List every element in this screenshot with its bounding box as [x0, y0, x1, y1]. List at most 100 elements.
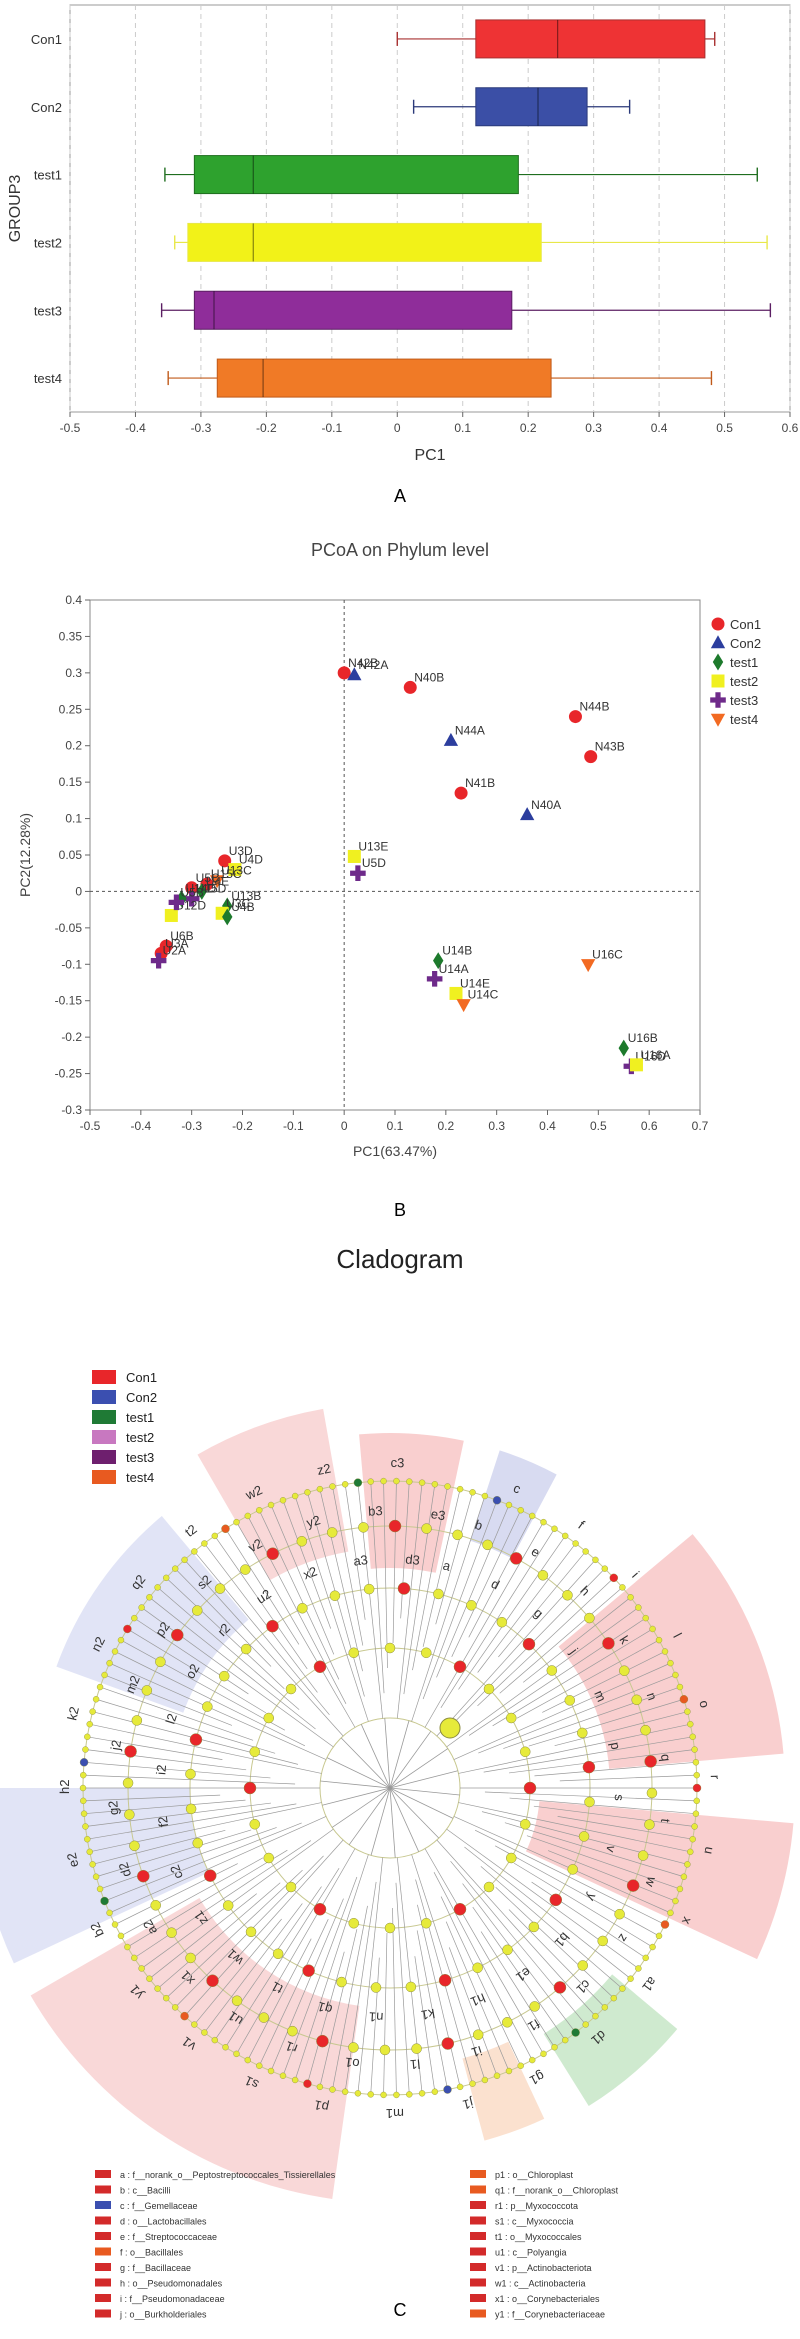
cladogram-node — [285, 1881, 297, 1893]
x-tick-label: 0.5 — [590, 1119, 607, 1133]
cladogram-leaf-node — [660, 1920, 670, 1929]
cladogram-branch — [247, 1938, 312, 2061]
cladogram-node — [528, 1921, 540, 1933]
cladogram-branch — [282, 1876, 358, 2076]
cladogram-branch — [225, 1868, 340, 2048]
x-tick-label: 0.2 — [437, 1119, 454, 1133]
cladogram-branch — [435, 1492, 473, 1625]
point-U5B — [168, 894, 185, 911]
ring-label: g2 — [105, 1800, 121, 1816]
cladogram-leaf-node — [380, 1477, 387, 1485]
cladogram-leaf-node — [551, 1525, 558, 1532]
x-tick-label: 0.1 — [454, 421, 471, 435]
taxa-label: g : f__Bacillaceae — [120, 2263, 191, 2273]
point-N42A — [347, 667, 362, 681]
panel-label-c: C — [393, 2300, 407, 2320]
cladogram-branch — [127, 1628, 267, 1714]
point-label: U4E — [206, 874, 229, 888]
cladogram-node — [602, 1637, 615, 1650]
cladogram-branch — [258, 1510, 340, 1680]
cladogram-branch — [436, 1559, 596, 1737]
cladogram-leaf-node — [221, 1524, 230, 1533]
cladogram-leaf-node — [609, 1573, 618, 1583]
x-tick-label: 0 — [341, 1119, 348, 1133]
cladogram-leaf-node — [676, 1885, 684, 1893]
cladogram-branch — [194, 1918, 282, 2025]
cladogram-node — [189, 1733, 203, 1746]
y-tick-label: test4 — [34, 371, 62, 386]
cladogram-branch — [99, 1686, 254, 1741]
legend-label: Con2 — [126, 1390, 157, 1405]
cladogram-node — [578, 1831, 590, 1842]
cladogram-leaf-node — [540, 2050, 547, 2058]
box-test3 — [193, 290, 513, 330]
cladogram-branch — [411, 1854, 486, 2081]
cladogram-branch — [424, 1848, 544, 2055]
ring-label: i1 — [470, 2043, 484, 2060]
cladogram-leaf-node — [642, 1954, 649, 1962]
point-label: N42B — [348, 656, 378, 670]
x-tick-label: -0.3 — [191, 421, 212, 435]
cladogram-node — [502, 1944, 513, 1956]
point-U4D — [228, 863, 242, 877]
cladogram-branch — [236, 1521, 356, 1728]
cladogram-node — [185, 1952, 196, 1964]
cladogram-branch — [414, 1956, 436, 2092]
cladogram-node — [509, 1552, 523, 1565]
cladogram-branch — [495, 1887, 615, 1999]
cladogram-leaf-node — [329, 2086, 336, 2093]
cladogram-node — [519, 1818, 531, 1830]
cladogram-node — [122, 1777, 134, 1789]
taxa-swatch-y1 — [470, 2309, 486, 2318]
y-tick-label: 0 — [75, 884, 82, 898]
cladogram-branch — [332, 1486, 364, 1646]
x-tick-label: -0.1 — [283, 1119, 304, 1133]
x-axis-label: PC1(63.47%) — [353, 1143, 437, 1159]
ring-label: l — [670, 1631, 685, 1641]
cladogram-leaf-node — [393, 2091, 400, 2099]
cladogram-leaf-node — [431, 2088, 439, 2095]
ring-label: e2 — [64, 1851, 82, 1868]
cladogram-node — [644, 1755, 657, 1768]
cladogram-leaf-node — [131, 1954, 138, 1962]
y-tick-label: 0.05 — [59, 848, 83, 862]
taxa-swatch-u1 — [470, 2247, 486, 2256]
cladogram-leaf-node — [354, 2090, 362, 2097]
legend-label: test1 — [126, 1410, 154, 1425]
ring-label: o1 — [344, 2055, 360, 2072]
cladogram-leaf-node — [601, 1565, 608, 1572]
cladogram-leaf-node — [211, 1532, 218, 1540]
taxa-swatch-w1 — [470, 2278, 486, 2287]
legend-swatch-Con1 — [92, 1370, 116, 1384]
ring-label: g — [531, 1605, 546, 1621]
cladogram-branch — [389, 1787, 420, 1852]
cladogram-branch — [92, 1829, 226, 1865]
cladogram-node — [640, 1724, 651, 1736]
chart-title: Cladogram — [336, 1244, 463, 1274]
cladogram-branch — [120, 1639, 286, 1731]
ring-label: o — [696, 1699, 712, 1710]
taxa-swatch-q1 — [470, 2185, 486, 2194]
cladogram-branch — [504, 1822, 684, 1878]
cladogram-leaf-node — [80, 1797, 87, 1805]
point-label: N40B — [414, 670, 444, 684]
cladogram-branch — [468, 1515, 533, 1638]
cladogram-leaf-node — [456, 1485, 464, 1493]
point-label: U15C — [211, 867, 242, 881]
cladogram-leaf-node — [117, 1932, 125, 1940]
taxa-label: r1 : p__Myxococcota — [495, 2201, 578, 2211]
taxa-label: v1 : p__Actinobacteriota — [495, 2263, 592, 2273]
cladogram-leaf-node — [672, 1897, 679, 1905]
ring-label: t — [658, 1818, 673, 1824]
cladogram-branch — [448, 1947, 498, 2076]
cladogram-branch — [294, 1854, 369, 2081]
cladogram-leaf-node — [222, 2044, 229, 2051]
cladogram-branch — [370, 1957, 380, 2095]
ring-label: x2 — [301, 1563, 319, 1582]
clade-highlight-wedge — [543, 1974, 678, 2107]
cladogram-node — [263, 1712, 275, 1724]
point-label: U13B — [231, 889, 261, 903]
cladogram-leaf-node — [123, 1624, 132, 1634]
cladogram-leaf-node — [693, 1771, 700, 1779]
